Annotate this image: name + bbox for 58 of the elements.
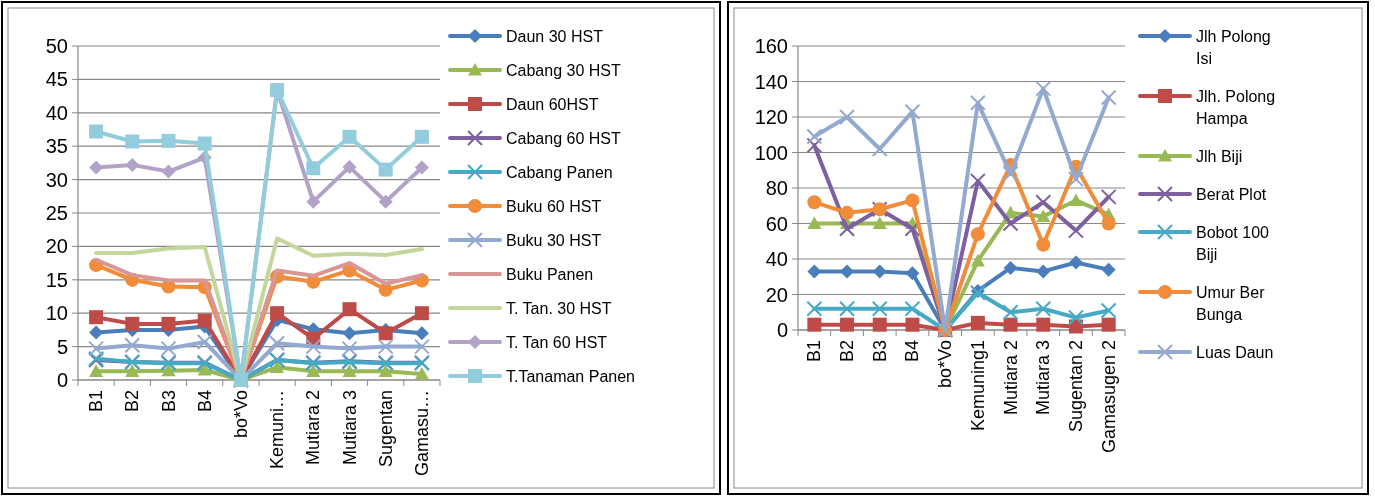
legend-label: Buku Panen: [506, 266, 594, 283]
y-tick-label: 10: [45, 302, 68, 325]
y-tick-label: 60: [765, 212, 788, 235]
y-tick-label: 140: [754, 70, 788, 93]
legend-label: Jlh Biji: [1196, 148, 1243, 165]
x-tick-label: B2: [122, 390, 143, 413]
x-tick-label: B1: [804, 340, 825, 363]
legend-label: Daun 60HST: [506, 96, 599, 113]
legend-label: T. Tan 60 HST: [506, 334, 608, 351]
y-tick-label: 120: [754, 106, 788, 128]
legend-label: Bobot 100 Biji: [1196, 224, 1270, 263]
x-tick-label: Gamasu…: [411, 390, 432, 477]
y-tick-label: 35: [45, 135, 68, 158]
y-tick-label: 0: [56, 369, 68, 391]
x-tick-label: Gamasugen 2: [1098, 340, 1119, 454]
x-tick-label: Sugentan 2: [1065, 340, 1086, 433]
x-tick-label: B4: [902, 340, 923, 363]
legend-label: Umur Ber Bunga: [1196, 284, 1266, 323]
y-tick-label: 45: [45, 68, 68, 91]
y-tick-label: 0: [776, 319, 788, 341]
legend-label: T.Tanaman Panen: [506, 368, 635, 385]
x-tick-label: Kemuni…: [267, 390, 288, 470]
legend-label: Jlh. Polong Hampa: [1196, 88, 1276, 127]
x-tick-label: B4: [194, 390, 215, 413]
x-tick-label: Kemuning1: [967, 340, 988, 432]
legend-label: Jlh Polong Isi: [1196, 28, 1271, 67]
y-tick-label: 20: [45, 235, 68, 258]
legend-label: Buku 60 HST: [506, 198, 602, 215]
legend-label: Luas Daun: [1196, 344, 1274, 361]
y-tick-label: 80: [765, 177, 788, 199]
y-tick-label: 50: [45, 35, 68, 57]
x-tick-label: Mutiara 3: [1033, 340, 1054, 416]
x-tick-label: Mutiara 3: [339, 390, 360, 466]
x-tick-label: B3: [158, 390, 179, 413]
x-tick-label: bo*Vo: [935, 340, 956, 389]
legend-label: Cabang Panen: [506, 164, 613, 181]
x-tick-label: bo*Vo: [230, 390, 251, 439]
y-tick-label: 5: [56, 335, 68, 358]
x-tick-label: Mutiara 2: [303, 390, 324, 466]
y-tick-label: 40: [45, 101, 68, 124]
legend-label: Cabang 60 HST: [506, 130, 621, 147]
y-tick-label: 160: [754, 35, 788, 57]
y-tick-label: 100: [754, 141, 788, 164]
y-tick-label: 40: [765, 248, 788, 270]
y-tick-label: 15: [45, 268, 68, 291]
legend-label: Buku 30 HST: [506, 232, 602, 249]
legend-label: Daun 30 HST: [506, 28, 604, 45]
x-tick-label: Sugentan: [375, 390, 396, 468]
legend-label: Cabang 30 HST: [506, 62, 621, 79]
y-tick-label: 20: [765, 283, 788, 306]
x-tick-label: Mutiara 2: [1000, 340, 1021, 416]
y-tick-label: 30: [45, 168, 68, 191]
legend-label: T. Tan. 30 HST: [506, 300, 612, 317]
x-tick-label: B2: [837, 340, 858, 363]
legend-label: Berat Plot: [1196, 186, 1267, 203]
x-tick-label: B1: [86, 390, 107, 413]
y-tick-label: 25: [45, 202, 68, 224]
x-tick-label: B3: [869, 340, 890, 363]
